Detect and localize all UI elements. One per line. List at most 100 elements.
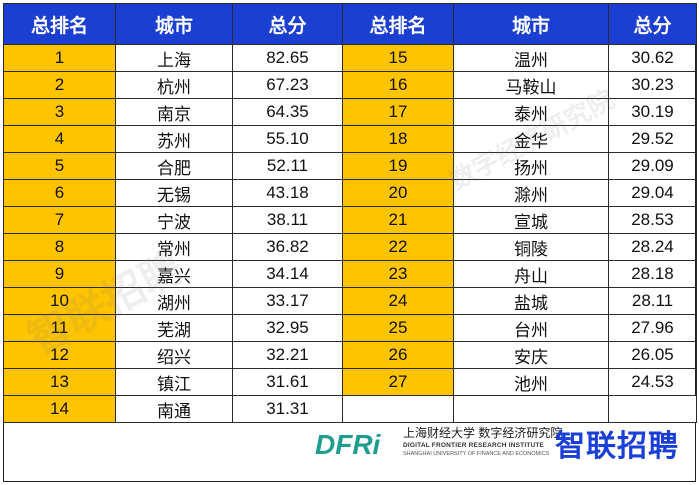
header-rank: 总排名 [342, 3, 454, 45]
score-cell: 29.52 [608, 125, 697, 153]
city-cell: 铜陵 [453, 233, 609, 261]
rank-cell: 20 [342, 179, 454, 207]
score-cell: 52.11 [232, 152, 343, 180]
zhilian-logo: 智联招聘 [555, 430, 679, 463]
score-cell: 29.04 [608, 179, 697, 207]
city-cell: 南京 [115, 98, 233, 126]
score-cell: 64.35 [232, 98, 343, 126]
city-cell: 无锡 [115, 179, 233, 207]
rank-cell: 26 [342, 341, 454, 369]
rank-cell: 19 [342, 152, 454, 180]
score-cell: 28.11 [608, 287, 697, 315]
footer: DFRi 上海财经大学 数字经济研究院 DIGITAL FRONTIER RES… [3, 407, 696, 482]
table-row: 13 镇江 31.61 27 池州 24.53 [3, 368, 697, 396]
score-cell: 55.10 [232, 125, 343, 153]
score-cell: 28.53 [608, 206, 697, 234]
score-cell: 30.23 [608, 71, 697, 99]
score-cell: 31.61 [232, 368, 343, 396]
rank-cell: 12 [3, 341, 116, 369]
header-city: 城市 [453, 3, 609, 45]
empty-cell [608, 395, 697, 423]
score-cell: 36.82 [232, 233, 343, 261]
rank-cell: 24 [342, 287, 454, 315]
table-row: 5 合肥 52.11 19 扬州 29.09 [3, 152, 697, 180]
score-cell: 27.96 [608, 314, 697, 342]
city-cell: 池州 [453, 368, 609, 396]
city-cell: 杭州 [115, 71, 233, 99]
institute-name-en: DIGITAL FRONTIER RESEARCH INSTITUTE [403, 442, 545, 449]
score-cell: 31.31 [232, 395, 343, 423]
city-cell: 上海 [115, 44, 233, 72]
header-row: 总排名 城市 总分 总排名 城市 总分 [3, 3, 697, 45]
score-cell: 33.17 [232, 287, 343, 315]
rank-cell: 5 [3, 152, 116, 180]
empty-cell [342, 395, 454, 423]
ranking-table: 总排名 城市 总分 总排名 城市 总分 1 上海 82.65 15 温州 30.62 2 杭州… [3, 3, 697, 423]
city-cell: 苏州 [115, 125, 233, 153]
rank-cell: 17 [342, 98, 454, 126]
score-cell: 67.23 [232, 71, 343, 99]
dfri-logo-text: DFRi [315, 429, 382, 459]
score-cell: 28.18 [608, 260, 697, 288]
rank-cell: 23 [342, 260, 454, 288]
city-cell: 芜湖 [115, 314, 233, 342]
score-cell: 32.21 [232, 341, 343, 369]
city-cell: 绍兴 [115, 341, 233, 369]
score-cell: 38.11 [232, 206, 343, 234]
table-row: 3 南京 64.35 17 泰州 30.19 [3, 98, 697, 126]
score-cell: 26.05 [608, 341, 697, 369]
rank-cell: 3 [3, 98, 116, 126]
city-cell: 台州 [453, 314, 609, 342]
rank-cell: 9 [3, 260, 116, 288]
city-cell: 镇江 [115, 368, 233, 396]
city-cell: 盐城 [453, 287, 609, 315]
rank-cell: 6 [3, 179, 116, 207]
table-row: 4 苏州 55.10 18 金华 29.52 [3, 125, 697, 153]
city-cell: 安庆 [453, 341, 609, 369]
city-cell: 马鞍山 [453, 71, 609, 99]
header-rank: 总排名 [3, 3, 116, 45]
city-cell: 舟山 [453, 260, 609, 288]
city-cell: 金华 [453, 125, 609, 153]
city-cell: 滁州 [453, 179, 609, 207]
rank-cell: 21 [342, 206, 454, 234]
table-row: 10 湖州 33.17 24 盐城 28.11 [3, 287, 697, 315]
table-row: 14 南通 31.31 [3, 395, 697, 423]
table-row: 12 绍兴 32.21 26 安庆 26.05 [3, 341, 697, 369]
city-cell: 扬州 [453, 152, 609, 180]
table-row: 7 宁波 38.11 21 宣城 28.53 [3, 206, 697, 234]
rank-cell: 22 [342, 233, 454, 261]
table-row: 6 无锡 43.18 20 滁州 29.04 [3, 179, 697, 207]
header-score: 总分 [608, 3, 697, 45]
table-row: 2 杭州 67.23 16 马鞍山 30.23 [3, 71, 697, 99]
city-cell: 宣城 [453, 206, 609, 234]
rank-cell: 14 [3, 395, 116, 423]
rank-cell: 11 [3, 314, 116, 342]
table-row: 8 常州 36.82 22 铜陵 28.24 [3, 233, 697, 261]
table-row: 1 上海 82.65 15 温州 30.62 [3, 44, 697, 72]
score-cell: 28.24 [608, 233, 697, 261]
rank-cell: 7 [3, 206, 116, 234]
rank-cell: 1 [3, 44, 116, 72]
dfri-logo: DFRi [315, 429, 382, 459]
city-cell: 合肥 [115, 152, 233, 180]
score-cell: 34.14 [232, 260, 343, 288]
score-cell: 29.09 [608, 152, 697, 180]
header-city: 城市 [115, 3, 233, 45]
rank-cell: 18 [342, 125, 454, 153]
table-row: 11 芜湖 32.95 25 台州 27.96 [3, 314, 697, 342]
rank-cell: 27 [342, 368, 454, 396]
institute-name-cn: 上海财经大学 数字经济研究院 [403, 426, 563, 440]
university-name-en: SHANGHAI UNIVERSITY OF FINANCE AND ECONO… [403, 451, 550, 457]
city-cell: 常州 [115, 233, 233, 261]
city-cell: 泰州 [453, 98, 609, 126]
rank-cell: 13 [3, 368, 116, 396]
rank-cell: 15 [342, 44, 454, 72]
city-cell: 宁波 [115, 206, 233, 234]
city-cell: 嘉兴 [115, 260, 233, 288]
city-cell: 温州 [453, 44, 609, 72]
empty-cell [453, 395, 609, 423]
score-cell: 82.65 [232, 44, 343, 72]
header-score: 总分 [232, 3, 343, 45]
score-cell: 24.53 [608, 368, 697, 396]
